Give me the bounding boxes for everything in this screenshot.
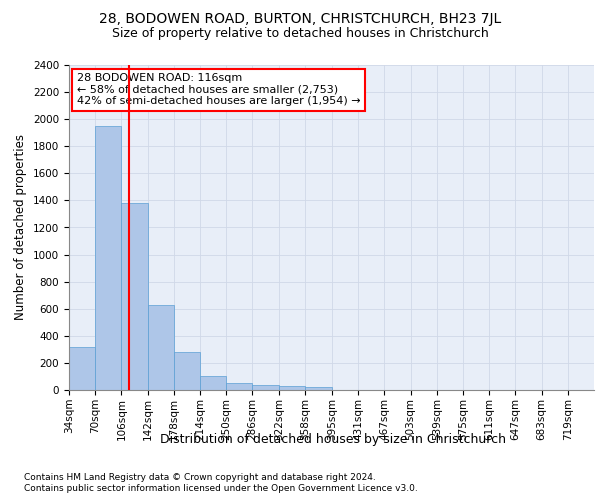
Bar: [305, 387, 332, 390]
Text: 28 BODOWEN ROAD: 116sqm
← 58% of detached houses are smaller (2,753)
42% of semi: 28 BODOWEN ROAD: 116sqm ← 58% of detache…: [77, 73, 361, 106]
Y-axis label: Number of detached properties: Number of detached properties: [14, 134, 28, 320]
Bar: [148, 304, 174, 390]
Bar: [121, 203, 148, 390]
Bar: [226, 383, 253, 390]
Bar: [174, 352, 200, 390]
Text: Contains public sector information licensed under the Open Government Licence v3: Contains public sector information licen…: [24, 484, 418, 493]
Bar: [279, 386, 305, 390]
Text: Contains HM Land Registry data © Crown copyright and database right 2024.: Contains HM Land Registry data © Crown c…: [24, 472, 376, 482]
Text: 28, BODOWEN ROAD, BURTON, CHRISTCHURCH, BH23 7JL: 28, BODOWEN ROAD, BURTON, CHRISTCHURCH, …: [99, 12, 501, 26]
Bar: [69, 346, 95, 390]
Text: Distribution of detached houses by size in Christchurch: Distribution of detached houses by size …: [160, 432, 506, 446]
Text: Size of property relative to detached houses in Christchurch: Size of property relative to detached ho…: [112, 28, 488, 40]
Bar: [200, 376, 226, 390]
Bar: [95, 126, 121, 390]
Bar: [253, 386, 279, 390]
